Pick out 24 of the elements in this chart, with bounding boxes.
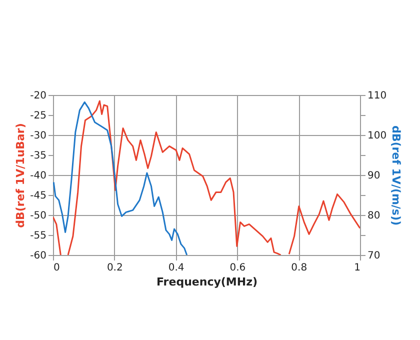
x-tick-label: 0 (54, 262, 60, 274)
y-tick-label: -55 (30, 230, 46, 242)
y-tick-label: -25 (30, 110, 46, 122)
y2-tick-label: 70 (368, 250, 380, 262)
y-tick-label: -50 (30, 210, 46, 222)
y-tick-label: -40 (30, 170, 46, 182)
x-tick-label: 0.2 (106, 262, 123, 274)
y-tick-label: -35 (30, 150, 46, 162)
x-tick-label: 1 (354, 262, 360, 274)
x-axis-title: Frequency(MHz) (156, 276, 258, 288)
y2-tick-label: 80 (368, 210, 380, 222)
x-tick-label: 0.8 (291, 262, 308, 274)
x-tick-label: 0.4 (168, 262, 184, 274)
y2-tick-label: 100 (368, 130, 387, 142)
y-axis-title: dB(ref 1V/1uBar) (14, 123, 28, 228)
y-tick-label: -45 (30, 190, 46, 202)
y2-axis-title: dB(ref 1V/(m/s)) (390, 125, 403, 226)
y-tick-label: -30 (30, 130, 46, 142)
y2-tick-label: 110 (368, 90, 387, 102)
line-series (53, 101, 188, 255)
y2-tick-label: 90 (368, 170, 380, 182)
x-tick-label: 0.6 (230, 262, 246, 274)
y-tick-label: -60 (30, 250, 46, 262)
y-tick-label: -20 (30, 90, 46, 102)
